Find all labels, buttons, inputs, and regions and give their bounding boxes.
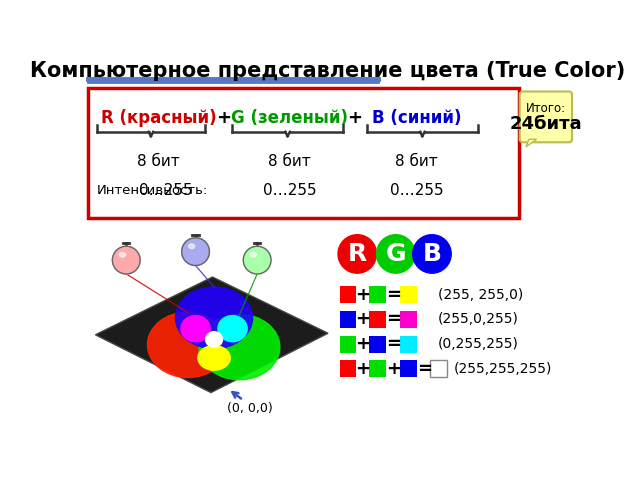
Circle shape <box>338 235 376 273</box>
Circle shape <box>413 235 451 273</box>
Text: +: + <box>355 286 370 304</box>
Text: 0…255: 0…255 <box>390 182 444 198</box>
FancyBboxPatch shape <box>369 360 386 377</box>
Text: 0…255: 0…255 <box>140 182 193 198</box>
Text: В (синий): В (синий) <box>372 108 461 127</box>
Ellipse shape <box>198 346 230 370</box>
Text: (255,0,255): (255,0,255) <box>438 312 519 326</box>
Circle shape <box>113 246 140 274</box>
Text: (0,255,255): (0,255,255) <box>438 337 519 351</box>
Ellipse shape <box>205 332 223 347</box>
Text: (255, 255,0): (255, 255,0) <box>438 288 524 302</box>
Ellipse shape <box>119 252 125 257</box>
Text: =: = <box>386 335 401 353</box>
Text: +: + <box>348 108 362 127</box>
Circle shape <box>243 246 271 274</box>
FancyBboxPatch shape <box>340 360 356 377</box>
FancyBboxPatch shape <box>340 311 356 328</box>
Text: B: B <box>422 242 442 266</box>
Text: 8 бит: 8 бит <box>137 154 180 169</box>
Text: 0…255: 0…255 <box>262 182 316 198</box>
Text: +: + <box>355 335 370 353</box>
FancyBboxPatch shape <box>340 286 356 303</box>
Text: Итого:: Итого: <box>526 102 566 115</box>
Circle shape <box>182 238 209 265</box>
Text: +: + <box>355 360 370 378</box>
Text: 8 бит: 8 бит <box>268 154 311 169</box>
Ellipse shape <box>218 315 247 342</box>
Text: Интенсивность:: Интенсивность: <box>97 183 208 196</box>
FancyBboxPatch shape <box>520 92 572 142</box>
Text: G: G <box>385 242 406 266</box>
FancyBboxPatch shape <box>399 311 417 328</box>
Ellipse shape <box>199 314 280 380</box>
Ellipse shape <box>189 244 195 249</box>
Polygon shape <box>95 277 328 393</box>
FancyBboxPatch shape <box>88 88 519 218</box>
FancyBboxPatch shape <box>369 311 386 328</box>
FancyBboxPatch shape <box>369 336 386 352</box>
Text: +: + <box>386 360 401 378</box>
Text: G (зеленый): G (зеленый) <box>231 108 348 127</box>
Ellipse shape <box>147 312 228 378</box>
FancyBboxPatch shape <box>431 360 447 377</box>
Text: R: R <box>348 242 367 266</box>
Text: +: + <box>355 311 370 328</box>
Text: R (красный): R (красный) <box>100 108 216 127</box>
Polygon shape <box>526 139 537 147</box>
Ellipse shape <box>175 287 253 348</box>
FancyBboxPatch shape <box>399 286 417 303</box>
Ellipse shape <box>250 252 257 257</box>
Text: +: + <box>216 108 232 127</box>
FancyBboxPatch shape <box>399 360 417 377</box>
FancyBboxPatch shape <box>399 336 417 352</box>
Text: 24бита: 24бита <box>509 115 582 133</box>
FancyBboxPatch shape <box>340 336 356 352</box>
Circle shape <box>376 235 415 273</box>
Text: (0, 0,0): (0, 0,0) <box>227 402 273 415</box>
Text: Компьютерное представление цвета (True Color): Компьютерное представление цвета (True C… <box>30 61 626 82</box>
Text: =: = <box>417 360 432 378</box>
Text: =: = <box>386 286 401 304</box>
Ellipse shape <box>181 315 210 342</box>
FancyBboxPatch shape <box>369 286 386 303</box>
Text: (255,255,255): (255,255,255) <box>454 362 552 376</box>
Text: =: = <box>386 311 401 328</box>
Text: 8 бит: 8 бит <box>395 154 438 169</box>
